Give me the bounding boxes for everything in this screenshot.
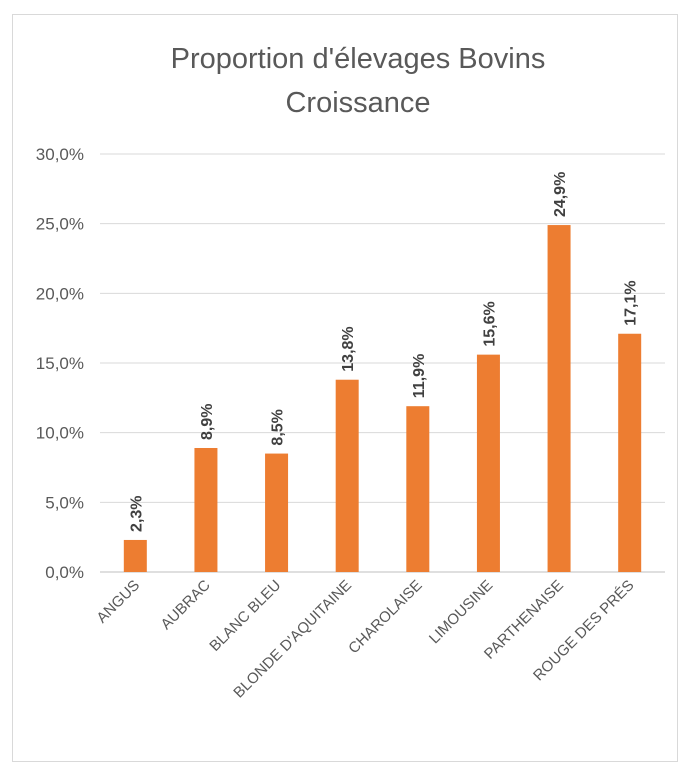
y-tick-label: 25,0% bbox=[36, 215, 84, 234]
data-labels: 2,3% 8,9% 8,5% 13,8% 11,9% 15,6% 24,9% 17,1% bbox=[128, 172, 639, 532]
y-tick-label: 30,0% bbox=[36, 145, 84, 164]
category-label: LIMOUSINE bbox=[426, 577, 496, 647]
bars bbox=[123, 225, 642, 572]
bar bbox=[547, 225, 571, 572]
y-axis-ticks: 0,0% 5,0% 10,0% 15,0% 20,0% 25,0% 30,0% bbox=[36, 145, 84, 582]
category-label: ANGUS bbox=[93, 577, 143, 627]
category-label: BLONDE D'AQUITAINE bbox=[230, 577, 355, 702]
category-label: CHAROLAISE bbox=[345, 577, 425, 657]
chart-title-line-2: Croissance bbox=[285, 87, 430, 119]
bar bbox=[618, 333, 642, 572]
bar bbox=[194, 447, 218, 572]
data-label: 11,9% bbox=[411, 354, 428, 398]
bar bbox=[406, 406, 430, 572]
bar bbox=[335, 379, 359, 572]
y-tick-label: 15,0% bbox=[36, 354, 84, 373]
y-tick-label: 20,0% bbox=[36, 284, 84, 303]
bar bbox=[123, 539, 147, 572]
chart-title-line-1: Proportion d'élevages Bovins bbox=[171, 43, 546, 75]
bar bbox=[476, 354, 500, 572]
category-label: BLANC BLEU bbox=[206, 577, 284, 655]
bar bbox=[265, 453, 289, 572]
data-label: 17,1% bbox=[623, 280, 640, 325]
gridlines bbox=[100, 153, 665, 573]
category-label: AUBRAC bbox=[158, 577, 214, 633]
y-tick-label: 5,0% bbox=[45, 493, 84, 512]
y-tick-label: 10,0% bbox=[36, 424, 84, 443]
data-label: 2,3% bbox=[128, 495, 145, 531]
data-label: 15,6% bbox=[481, 301, 498, 346]
data-label: 13,8% bbox=[340, 326, 357, 371]
y-tick-label: 0,0% bbox=[45, 563, 84, 582]
data-label: 8,5% bbox=[270, 409, 287, 445]
data-label: 8,9% bbox=[199, 404, 216, 440]
data-label: 24,9% bbox=[552, 172, 569, 217]
